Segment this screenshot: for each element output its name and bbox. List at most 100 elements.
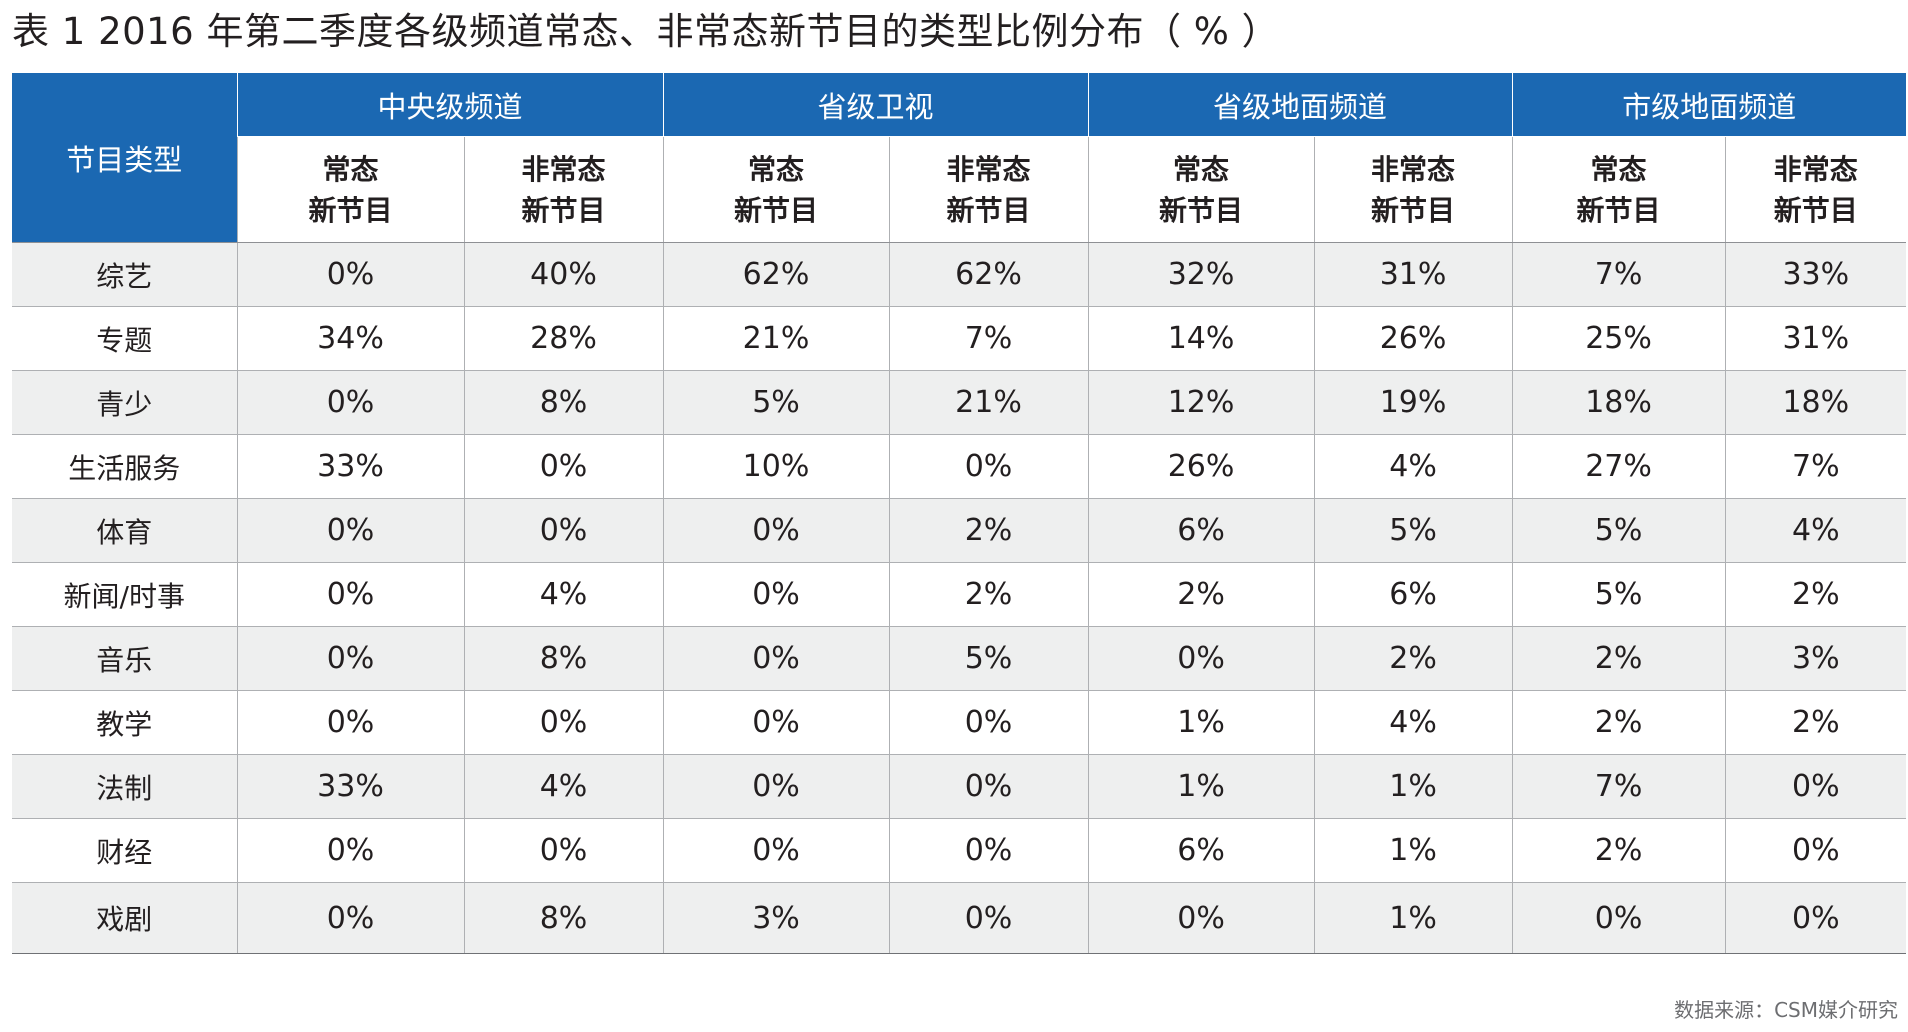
table-cell: 2% <box>1313 626 1513 691</box>
table-cell: 0% <box>463 690 664 755</box>
table-cell: 21% <box>662 306 890 371</box>
table-cell: 21% <box>888 370 1089 435</box>
sub-header-line: 常态 <box>1590 152 1647 186</box>
table-cell: 27% <box>1511 434 1726 499</box>
row-label: 法制 <box>12 754 237 819</box>
sub-header-line: 新节目 <box>521 193 606 227</box>
sub-header: 非常态 新节目 <box>888 136 1089 243</box>
table-cell: 2% <box>1511 690 1726 755</box>
table-cell: 0% <box>236 818 464 883</box>
row-label: 体育 <box>12 498 237 563</box>
sub-header-line: 常态 <box>322 152 379 186</box>
table-cell: 2% <box>1724 690 1907 755</box>
table-cell: 0% <box>236 242 464 307</box>
table-cell: 4% <box>1313 434 1513 499</box>
table-cell: 0% <box>236 370 464 435</box>
group-header-row: 节目类型 中央级频道 省级卫视 省级地面频道 市级地面频道 <box>12 73 1907 243</box>
group-header-central: 中央级频道 <box>236 73 664 137</box>
table-cell: 0% <box>888 434 1089 499</box>
table-cell: 40% <box>463 242 664 307</box>
row-label: 生活服务 <box>12 434 237 499</box>
table-cell: 4% <box>1724 498 1907 563</box>
table-cell: 0% <box>662 498 890 563</box>
row-label: 音乐 <box>12 626 237 691</box>
table-cell: 0% <box>662 626 890 691</box>
table-cell: 7% <box>1511 242 1726 307</box>
table-cell: 0% <box>662 754 890 819</box>
table-cell: 62% <box>888 242 1089 307</box>
table-cell: 7% <box>888 306 1089 371</box>
table-cell: 62% <box>662 242 890 307</box>
table-row: 财经 0% 0% 0% 0% 6% 1% 2% 0% <box>12 818 1907 883</box>
table-cell: 3% <box>662 882 890 954</box>
table-cell: 12% <box>1087 370 1315 435</box>
table-cell: 0% <box>236 882 464 954</box>
data-table: 节目类型 中央级频道 省级卫视 省级地面频道 市级地面频道 常态 新节目 非常态新… <box>12 73 1907 954</box>
table-cell: 1% <box>1313 818 1513 883</box>
table-cell: 0% <box>1087 882 1315 954</box>
table-body: 综艺 0% 40% 62% 62% 32% 31% 7% 33% 专题 34% … <box>12 242 1907 954</box>
row-label: 综艺 <box>12 242 237 307</box>
table-cell: 1% <box>1313 882 1513 954</box>
table-cell: 6% <box>1087 498 1315 563</box>
table-cell: 0% <box>236 498 464 563</box>
row-label: 财经 <box>12 818 237 883</box>
table-row: 综艺 0% 40% 62% 62% 32% 31% 7% 33% <box>12 242 1907 307</box>
table-cell: 5% <box>888 626 1089 691</box>
table-cell: 26% <box>1087 434 1315 499</box>
table-cell: 18% <box>1511 370 1726 435</box>
table-cell: 0% <box>888 882 1089 954</box>
table-cell: 0% <box>236 690 464 755</box>
table-cell: 33% <box>236 434 464 499</box>
table-cell: 4% <box>463 562 664 627</box>
table-cell: 0% <box>236 626 464 691</box>
row-label: 青少 <box>12 370 237 435</box>
sub-header-line: 非常态 <box>1773 152 1858 186</box>
sub-header-line: 新节目 <box>1773 193 1858 227</box>
table-cell: 28% <box>463 306 664 371</box>
table-row: 音乐 0% 8% 0% 5% 0% 2% 2% 3% <box>12 626 1907 691</box>
group-header-city-terrestrial: 市级地面频道 <box>1511 73 1907 137</box>
table-row: 专题 34% 28% 21% 7% 14% 26% 25% 31% <box>12 306 1907 371</box>
sub-header-line: 新节目 <box>308 193 393 227</box>
table-cell: 0% <box>1724 754 1907 819</box>
table-cell: 8% <box>463 370 664 435</box>
row-label: 专题 <box>12 306 237 371</box>
sub-header-line: 新节目 <box>1159 193 1244 227</box>
table-row: 体育 0% 0% 0% 2% 6% 5% 5% 4% <box>12 498 1907 563</box>
table-cell: 2% <box>888 498 1089 563</box>
table-cell: 18% <box>1724 370 1907 435</box>
table-cell: 0% <box>662 818 890 883</box>
table-cell: 5% <box>1511 562 1726 627</box>
group-header-provincial-terrestrial: 省级地面频道 <box>1087 73 1513 137</box>
table-cell: 1% <box>1313 754 1513 819</box>
sub-header: 常态 新节目 <box>1087 136 1315 243</box>
table-row: 戏剧 0% 8% 3% 0% 0% 1% 0% 0% <box>12 882 1907 954</box>
table-cell: 6% <box>1313 562 1513 627</box>
table-cell: 6% <box>1087 818 1315 883</box>
row-label: 教学 <box>12 690 237 755</box>
table-cell: 32% <box>1087 242 1315 307</box>
table-cell: 0% <box>236 562 464 627</box>
table-cell: 0% <box>463 498 664 563</box>
table-cell: 2% <box>1511 818 1726 883</box>
sub-header-line: 新节目 <box>1371 193 1456 227</box>
table-title: 表 1 2016 年第二季度各级频道常态、非常态新节目的类型比例分布（ % ） <box>12 10 1280 53</box>
corner-header: 节目类型 <box>12 73 237 243</box>
row-label: 戏剧 <box>12 882 237 954</box>
table-cell: 7% <box>1724 434 1907 499</box>
table-row: 青少 0% 8% 5% 21% 12% 19% 18% 18% <box>12 370 1907 435</box>
sub-header: 常态 新节目 <box>1511 136 1726 243</box>
table-cell: 1% <box>1087 754 1315 819</box>
table-cell: 25% <box>1511 306 1726 371</box>
table-cell: 31% <box>1724 306 1907 371</box>
group-header-provincial-satellite: 省级卫视 <box>662 73 1089 137</box>
table-cell: 8% <box>463 626 664 691</box>
table-cell: 0% <box>1724 818 1907 883</box>
sub-header-row: 常态 新节目 非常态 新节目 常态 新节目 非常态 新节目 常态 新节目 非常态 新节目 常… <box>12 136 1907 243</box>
table-cell: 19% <box>1313 370 1513 435</box>
table-cell: 31% <box>1313 242 1513 307</box>
table-cell: 0% <box>662 690 890 755</box>
table-cell: 4% <box>463 754 664 819</box>
sub-header-line: 常态 <box>1173 152 1230 186</box>
